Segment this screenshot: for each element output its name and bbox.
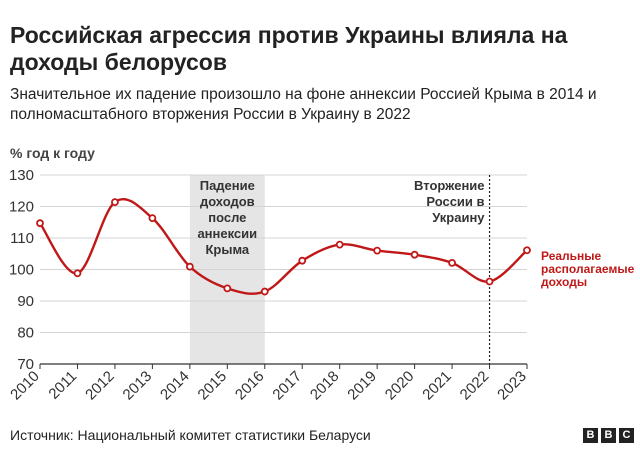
series-label: располагаемые xyxy=(541,262,635,276)
chart-title: Российская агрессия против Украины влиял… xyxy=(10,22,568,75)
annotation-crimea-text: Крыма xyxy=(205,242,249,257)
data-point xyxy=(335,240,344,249)
series-label: Реальные xyxy=(541,249,602,263)
data-point xyxy=(148,214,157,223)
bbc-logo-letter: B xyxy=(583,428,598,443)
annotation-invasion-text: Украину xyxy=(432,210,485,225)
x-tick-label: 2023 xyxy=(494,368,530,404)
y-tick-label: 100 xyxy=(9,262,34,279)
annotation-invasion-text: России в xyxy=(426,194,484,209)
grid-layer: 70 80 90 100 110 120 130 xyxy=(9,167,527,373)
data-point xyxy=(260,287,269,296)
annotation-crimea-text: после xyxy=(208,210,246,225)
x-tick-label: 2013 xyxy=(120,368,156,404)
x-tick-label: 2018 xyxy=(307,368,343,404)
bbc-logo: B B C xyxy=(583,428,634,443)
data-point xyxy=(223,284,232,293)
x-tick-label: 2021 xyxy=(419,368,455,404)
data-point xyxy=(448,258,456,267)
x-tick-label: 2022 xyxy=(457,368,493,404)
x-tick-label: 2015 xyxy=(195,368,231,404)
data-point xyxy=(298,256,307,265)
data-point xyxy=(36,219,44,228)
data-point xyxy=(185,262,194,271)
x-tick-label: 2020 xyxy=(382,368,418,404)
y-tick-label: 110 xyxy=(10,230,34,247)
y-tick-label: 120 xyxy=(9,199,34,216)
data-point xyxy=(523,246,531,255)
x-tick-layer: 2010 2011 2012 2013 2014 2015 2016 2017 2018 2019… xyxy=(7,364,530,403)
x-tick-label: 2010 xyxy=(7,368,43,404)
x-tick-label: 2012 xyxy=(82,368,118,404)
data-point xyxy=(111,198,119,206)
series-label: доходы xyxy=(541,275,587,289)
bbc-logo-letter: B xyxy=(601,428,616,443)
bbc-logo-letter: C xyxy=(619,428,634,443)
x-tick-label: 2016 xyxy=(232,368,268,404)
data-point xyxy=(73,269,82,278)
x-tick-label: 2019 xyxy=(344,368,380,404)
source-note: Источник: Национальный комитет статистик… xyxy=(10,427,371,443)
y-tick-label: 80 xyxy=(17,325,34,342)
data-point xyxy=(373,246,382,255)
data-point xyxy=(485,277,494,286)
x-tick-label: 2011 xyxy=(45,368,80,403)
y-axis-label: % год к году xyxy=(10,145,95,161)
y-tick-label: 70 xyxy=(17,356,34,373)
annotation-crimea-text: доходов xyxy=(200,194,255,209)
annotation-invasion-text: Вторжение xyxy=(414,178,484,193)
data-point xyxy=(410,250,419,259)
y-tick-label: 90 xyxy=(17,293,34,310)
x-tick-label: 2017 xyxy=(269,368,305,404)
y-tick-label: 130 xyxy=(9,167,34,184)
x-tick-label: 2014 xyxy=(157,368,193,404)
chart-subtitle: Значительное их падение произошло на фон… xyxy=(10,86,597,123)
annotation-crimea-text: аннексии xyxy=(197,226,257,241)
annotation-crimea-text: Падение xyxy=(200,178,255,193)
